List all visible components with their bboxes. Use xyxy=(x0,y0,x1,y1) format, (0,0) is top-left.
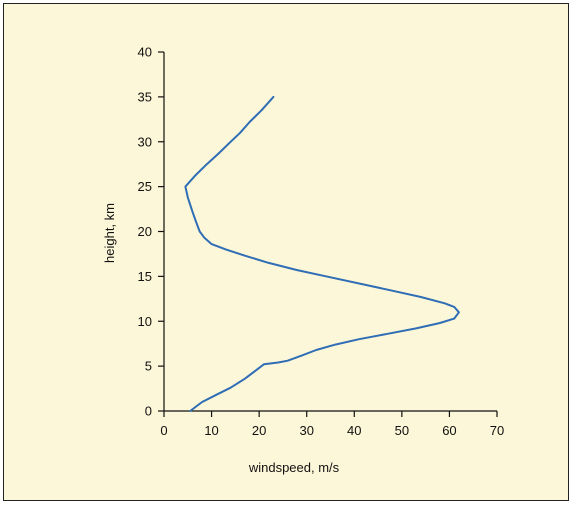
x-tick-label: 60 xyxy=(442,423,456,438)
series-layer xyxy=(184,95,460,412)
y-tick-label: 15 xyxy=(138,269,152,284)
x-tick-label: 50 xyxy=(395,423,409,438)
x-tick-label: 10 xyxy=(204,423,218,438)
chart-panel: 0 10 20 30 40 50 60 70 0 5 10 15 20 25 30 35 40 windspee… xyxy=(3,3,569,501)
y-tick-label: 30 xyxy=(138,134,152,149)
y-tick-label: 10 xyxy=(138,314,152,329)
windspeed-height-chart: 0 10 20 30 40 50 60 70 0 5 10 15 20 25 30 35 40 windspee… xyxy=(4,4,568,500)
y-tick-label: 40 xyxy=(138,45,152,60)
windspeed-profile-line xyxy=(184,95,460,412)
x-tick-label: 70 xyxy=(490,423,504,438)
tick-marks: 0 10 20 30 40 50 60 70 0 5 10 15 20 25 30 35 40 xyxy=(138,45,505,439)
y-tick-label: 25 xyxy=(138,179,152,194)
y-tick-label: 35 xyxy=(138,89,152,104)
x-tick-label: 40 xyxy=(347,423,361,438)
x-axis-title: windspeed, m/s xyxy=(248,460,340,475)
x-tick-label: 30 xyxy=(299,423,313,438)
y-axis-title: height, km xyxy=(102,203,117,263)
x-tick-label: 0 xyxy=(160,423,167,438)
y-tick-label: 0 xyxy=(145,404,152,419)
y-tick-label: 5 xyxy=(145,359,152,374)
y-tick-label: 20 xyxy=(138,224,152,239)
chart-background xyxy=(4,4,568,500)
x-tick-label: 20 xyxy=(252,423,266,438)
